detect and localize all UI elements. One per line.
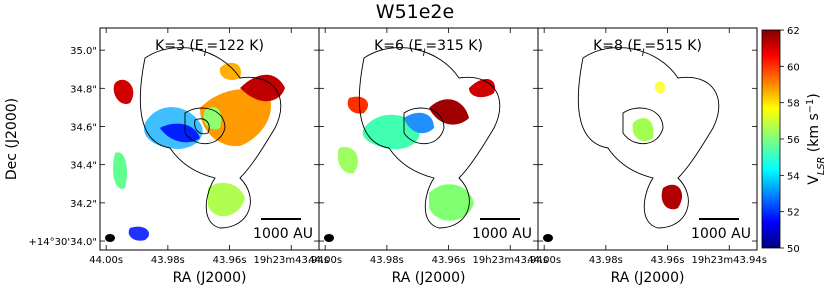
- y-tick-label: 34.8": [70, 84, 97, 95]
- x-tick-label: 43.96s: [651, 255, 685, 266]
- colorbar-tick-label: 52: [787, 208, 800, 219]
- colorbar: [761, 29, 781, 249]
- colorbar-tick-label: 62: [787, 26, 800, 37]
- title: W51e2e: [376, 1, 454, 23]
- label-text: ): [806, 93, 822, 98]
- scale-bar-label: 1000 AU: [253, 226, 313, 242]
- scale-bar-label: 1000 AU: [691, 226, 751, 242]
- label-text: =122 K): [206, 38, 264, 54]
- x-tick-label: 43.96s: [213, 255, 247, 266]
- label-sub: l: [204, 48, 207, 59]
- colorbar-tick-label: 50: [787, 244, 800, 255]
- label-text: V: [806, 175, 822, 185]
- rich-label: K=3 (El=122 K): [155, 38, 264, 59]
- x-tick-label: 44.00s: [89, 255, 123, 266]
- y-tick-label: 34.4": [70, 161, 97, 172]
- label-sub: l: [423, 48, 426, 59]
- label-sub: l: [642, 48, 645, 59]
- panel-image: [543, 47, 720, 242]
- x-axis-label: RA (J2000): [611, 270, 685, 286]
- colorbar-tick-label: 54: [787, 171, 800, 182]
- x-tick-label: 19h23m43.94s: [254, 255, 329, 266]
- scale-bar-label: 1000 AU: [472, 226, 532, 242]
- label-text: K=8 (E: [593, 38, 642, 54]
- x-tick-label: 43.98s: [151, 255, 185, 266]
- panel-frame: [537, 27, 758, 251]
- colorbar-tick-label: 58: [787, 99, 800, 110]
- label-text: =315 K): [425, 38, 483, 54]
- x-tick-label: 19h23m43.94s: [692, 255, 767, 266]
- x-tick-label: 44.00s: [308, 255, 342, 266]
- x-tick-label: 19h23m43.94s: [473, 255, 548, 266]
- rich-label: K=8 (El=515 K): [593, 38, 702, 59]
- rich-label: K=6 (El=315 K): [374, 38, 483, 59]
- colorbar-tick-label: 60: [787, 62, 800, 73]
- x-tick-label: 43.98s: [370, 255, 404, 266]
- x-axis-label: RA (J2000): [392, 270, 466, 286]
- x-axis-label: RA (J2000): [173, 270, 247, 286]
- label-text: K=3 (E: [155, 38, 204, 54]
- colorbar-tick-label: 56: [787, 135, 800, 146]
- y-tick-label: 35.0": [70, 46, 97, 57]
- x-tick-label: 43.98s: [589, 255, 623, 266]
- label-sup: −1: [805, 99, 816, 113]
- x-tick-label: 44.00s: [527, 255, 561, 266]
- panel-image: [324, 47, 501, 242]
- y-axis-label: Dec (J2000): [4, 98, 20, 180]
- label-sub: LSR: [816, 157, 827, 175]
- panel-image: [105, 47, 285, 242]
- y-tick-label: 34.2": [70, 199, 97, 210]
- label-text: K=6 (E: [374, 38, 423, 54]
- panel-frame: [99, 27, 320, 251]
- label-text: (km s: [806, 113, 822, 156]
- label-text: =515 K): [644, 38, 702, 54]
- panel-frame: [318, 27, 539, 251]
- rich-label: VLSR (km s−1): [805, 93, 827, 184]
- y-tick-label: 34.6": [70, 122, 97, 133]
- x-tick-label: 43.96s: [432, 255, 466, 266]
- y-tick-label: +14°30'34.0": [29, 237, 97, 248]
